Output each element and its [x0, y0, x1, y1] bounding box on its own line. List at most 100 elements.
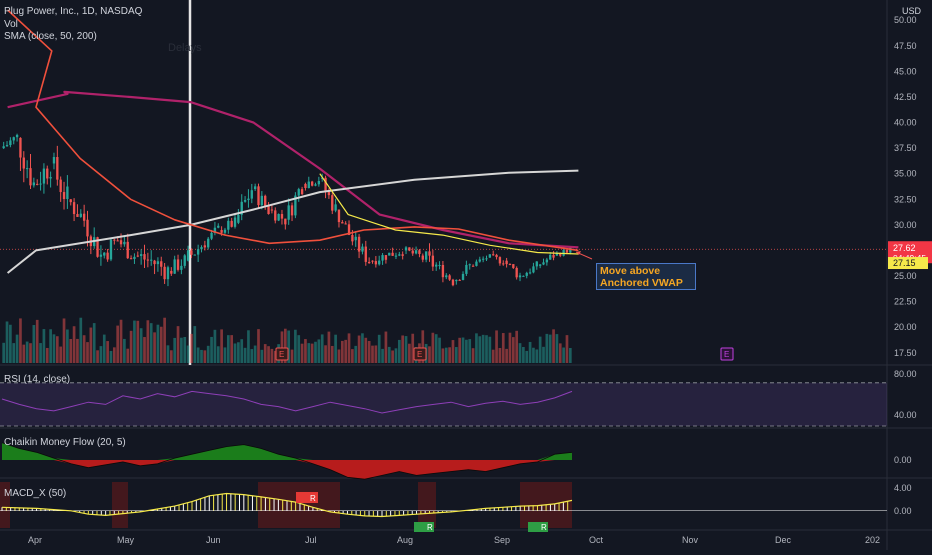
volume-bar: [558, 343, 562, 363]
volume-bar: [411, 333, 415, 363]
volume-bar: [444, 347, 448, 363]
macd-buy-label: R: [427, 523, 433, 532]
candle-body: [163, 266, 166, 280]
volume-bar: [2, 342, 6, 363]
volume-bar: [367, 340, 371, 363]
candle-body: [361, 246, 364, 252]
macd-sell-marker: [296, 492, 318, 503]
candle-body: [290, 205, 294, 216]
annotation-box[interactable]: Move above Anchored VWAP: [596, 263, 696, 290]
candle-body: [280, 214, 284, 219]
volume-bar: [86, 342, 89, 363]
rsi-tick-label: 40.00: [894, 410, 917, 420]
candle-body: [471, 265, 475, 267]
candle-body: [478, 259, 481, 262]
volume-bar: [72, 326, 76, 363]
candle-body: [150, 259, 153, 261]
volume-bar: [478, 336, 482, 363]
anchored-vwap-line: [319, 173, 579, 255]
candle-body: [15, 134, 19, 138]
candle-body: [207, 238, 210, 248]
candle-body: [25, 168, 29, 170]
candle-body: [341, 222, 344, 224]
candle-body: [103, 252, 106, 256]
time-axis-label: Jul: [305, 535, 317, 545]
macd-panel-title[interactable]: MACD_X (50): [4, 488, 67, 499]
candle-body: [488, 254, 492, 258]
candle-body: [66, 186, 69, 200]
volume-bar: [351, 349, 354, 363]
candle-body: [378, 260, 381, 265]
volume-bar: [364, 337, 368, 363]
volume-bar: [357, 335, 361, 363]
candle-body: [5, 145, 9, 147]
cmf-panel-title[interactable]: Chaikin Money Flow (20, 5): [4, 437, 126, 448]
volume-bar: [525, 350, 529, 363]
candle-body: [19, 137, 22, 158]
candle-body: [243, 200, 247, 202]
volume-bar: [176, 326, 180, 363]
candle-body: [384, 255, 388, 260]
symbol-title[interactable]: Plug Power, Inc., 1D, NASDAQ: [4, 6, 143, 17]
macd-bg-zone: [418, 482, 436, 528]
candle-body: [388, 252, 391, 256]
candle-body: [129, 258, 133, 260]
candle-body: [411, 250, 414, 254]
candle-body: [468, 264, 471, 266]
volume-bar: [555, 334, 559, 363]
volume-bar: [488, 336, 492, 363]
candle-body: [321, 177, 324, 179]
annotation-line-1: Move above: [600, 265, 661, 277]
currency-label: USD: [902, 6, 922, 16]
volume-bar: [12, 343, 16, 363]
sma-legend[interactable]: SMA (close, 50, 200): [4, 31, 97, 42]
price-tick-label: 25.00: [894, 271, 917, 281]
earnings-marker-label: E: [417, 350, 422, 359]
candle-body: [113, 239, 116, 241]
volume-bar: [196, 347, 200, 363]
rsi-panel-title[interactable]: RSI (14, close): [4, 374, 71, 385]
volume-bar: [280, 331, 284, 363]
volume-bar: [317, 339, 321, 363]
candle-body: [495, 254, 498, 258]
cmf-tick-label: 0.00: [894, 455, 912, 465]
candle-body: [116, 240, 119, 242]
candle-body: [190, 250, 193, 255]
candle-body: [200, 247, 203, 250]
volume-bar: [334, 334, 337, 363]
time-axis-label: Sep: [494, 535, 510, 545]
earnings-marker: [275, 347, 289, 361]
volume-legend[interactable]: Vol: [4, 19, 18, 30]
volume-bar: [89, 327, 93, 363]
volume-bar: [501, 333, 505, 363]
candle-body: [435, 264, 438, 267]
volume-bar: [243, 347, 247, 363]
macd-buy-marker: [414, 522, 434, 532]
volume-bar: [169, 350, 173, 363]
candle-body: [364, 246, 367, 262]
volume-bar: [374, 345, 378, 363]
candle-body: [287, 205, 290, 220]
volume-bar: [19, 318, 22, 363]
candle-body: [2, 146, 5, 149]
price-tick-label: 37.50: [894, 143, 917, 153]
volume-bar: [139, 328, 143, 363]
volume-bar: [518, 343, 522, 363]
volume-bar: [528, 341, 532, 363]
volume-bar: [186, 345, 190, 363]
earnings-marker: [413, 347, 427, 361]
candle-body: [180, 265, 183, 270]
volume-bar: [454, 347, 458, 363]
candle-body: [119, 240, 123, 245]
candle-body: [270, 209, 274, 211]
price-tick-label: 32.50: [894, 194, 917, 204]
volume-bar: [515, 330, 519, 363]
volume-bar: [257, 329, 260, 363]
volume-bar: [448, 347, 451, 363]
price-tick-label: 40.00: [894, 118, 917, 128]
candle-body: [203, 245, 207, 248]
price-tick-label: 17.50: [894, 348, 917, 358]
candle-body: [525, 272, 528, 276]
